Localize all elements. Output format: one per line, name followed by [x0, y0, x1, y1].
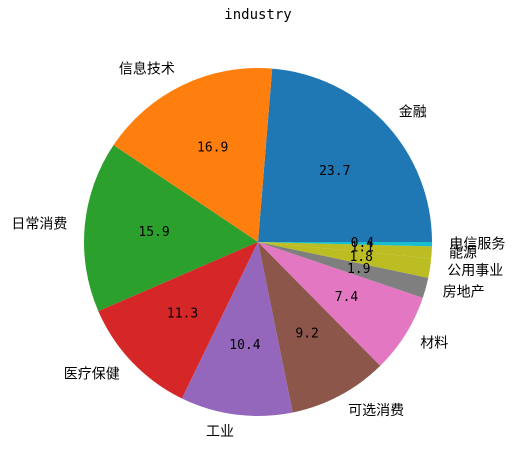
pie-percent-label: 1.8 — [349, 250, 372, 265]
pie-slice-9 — [258, 242, 432, 278]
pie-category-label: 信息技术 — [119, 61, 175, 78]
pie-category-label: 金融 — [399, 104, 427, 120]
pie-category-label: 材料 — [420, 336, 448, 352]
pie-category-label: 工业 — [206, 424, 234, 440]
pie-category-label: 公用事业 — [447, 263, 503, 279]
pie-category-label: 房地产 — [443, 285, 485, 301]
pie-category-label: 日常消费 — [11, 217, 67, 233]
pie-percent-labels: 23.7 16.9 15.9 11.3 10.4 9.2 7.4 1.91.81.10.4 — [138, 140, 374, 353]
chart-title: industry — [224, 7, 291, 23]
pie-slice-5 — [181, 242, 293, 416]
pie-percent-label: 0.4 — [351, 236, 375, 251]
pie-percent-label: 1.1 — [350, 241, 373, 256]
pie-percent-label: 7.4 — [335, 290, 359, 305]
pie-category-label: 能源 — [449, 245, 477, 261]
pie-slice-4 — [98, 242, 258, 399]
pie-slices — [83, 68, 432, 416]
pie-percent-label: 23.7 — [319, 164, 350, 179]
pie-percent-label: 9.2 — [295, 327, 318, 342]
pie-slice-6 — [258, 242, 381, 413]
pie-slice-10 — [258, 242, 432, 259]
pie-category-label: 电信服务 — [449, 236, 505, 252]
pie-percent-label: 10.4 — [229, 338, 260, 353]
pie-category-label: 可选消费 — [348, 403, 404, 419]
pie-slice-3 — [83, 145, 258, 312]
pie-slice-2 — [113, 68, 273, 242]
pie-category-label: 医疗保健 — [64, 366, 120, 382]
pie-percent-label: 15.9 — [138, 225, 169, 240]
pie-slice-8 — [258, 242, 429, 298]
pie-slice-1 — [258, 68, 432, 242]
pie-slice-11 — [258, 242, 432, 247]
pie-percent-label: 11.3 — [167, 307, 198, 322]
pie-slice-7 — [258, 242, 423, 366]
pie-percent-label: 16.9 — [197, 140, 228, 155]
pie-percent-label: 1.9 — [347, 262, 370, 277]
